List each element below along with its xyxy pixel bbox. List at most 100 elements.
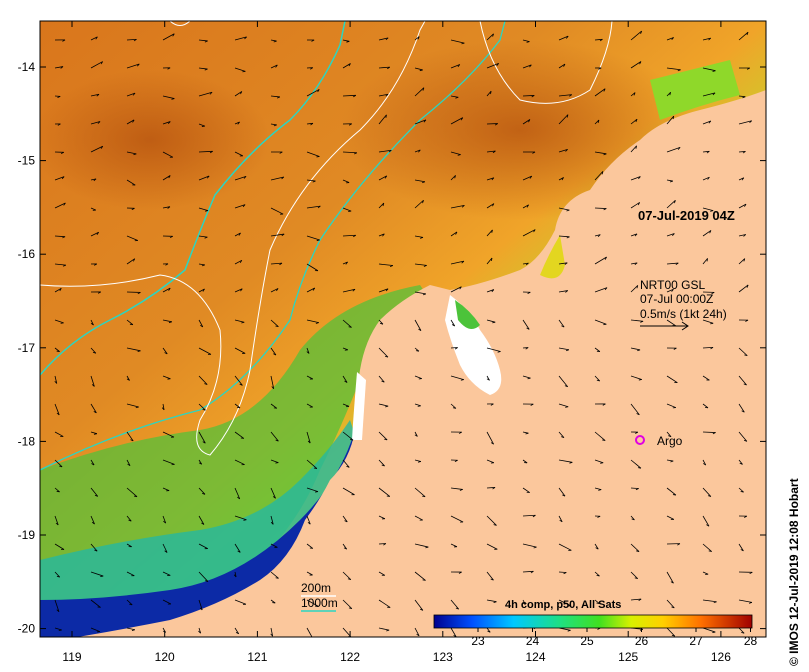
current-arrow	[270, 599, 276, 604]
current-arrow	[594, 207, 607, 211]
current-arrow	[306, 151, 320, 158]
current-arrow	[126, 599, 133, 606]
current-arrow	[486, 459, 495, 464]
current-arrow	[342, 319, 352, 328]
current-arrow	[702, 515, 710, 527]
current-arrow	[558, 571, 567, 575]
current-arrow	[198, 347, 212, 355]
current-arrow	[630, 202, 641, 209]
current-arrow	[630, 118, 638, 125]
current-arrow	[450, 151, 461, 156]
current-arrow	[594, 487, 602, 491]
current-arrow	[234, 459, 245, 466]
current-arrow	[450, 459, 458, 462]
current-arrow	[342, 94, 357, 98]
current-arrow	[450, 431, 462, 434]
current-arrow	[54, 571, 61, 578]
current-arrow	[666, 599, 675, 609]
current-arrow	[378, 263, 394, 268]
current-arrow	[342, 234, 356, 238]
current-arrow	[90, 93, 100, 97]
current-arrow	[378, 233, 385, 237]
current-arrow	[342, 123, 352, 126]
lat-tick-label: -14	[18, 60, 36, 74]
current-arrow	[702, 92, 716, 97]
current-arrow	[234, 627, 240, 635]
current-arrow	[306, 67, 314, 70]
current-arrow	[90, 347, 97, 354]
current-arrow	[594, 67, 602, 70]
current-arrow	[702, 230, 712, 237]
current-arrow	[450, 599, 460, 610]
current-arrow	[54, 263, 67, 267]
current-arrow	[630, 515, 635, 521]
current-arrow	[162, 33, 175, 41]
current-arrow	[342, 63, 351, 69]
current-arrow	[126, 459, 131, 467]
current-arrow	[306, 403, 313, 408]
nearshore-warm	[540, 235, 565, 279]
current-arrow	[666, 431, 672, 438]
current-arrow	[450, 286, 462, 293]
current-arrow	[270, 262, 283, 266]
current-arrow	[450, 375, 464, 381]
lon-tick-label: 121	[247, 650, 267, 664]
current-arrow	[306, 263, 319, 272]
current-arrow	[486, 63, 499, 69]
current-arrow	[162, 543, 168, 553]
current-arrow	[558, 35, 569, 41]
current-arrow	[522, 599, 526, 605]
current-arrow	[126, 92, 136, 97]
current-arrow	[90, 375, 95, 387]
current-arrow	[450, 204, 465, 209]
current-arrow	[630, 233, 638, 237]
current-arrow	[702, 571, 709, 575]
current-arrow	[522, 319, 530, 330]
lat-tick-label: -18	[18, 434, 36, 448]
current-arrow	[90, 571, 104, 577]
current-arrow	[630, 61, 642, 69]
current-arrow	[702, 627, 716, 633]
current-arrow	[270, 123, 277, 127]
current-arrow	[738, 487, 744, 493]
colorbar	[433, 614, 753, 629]
current-arrow	[126, 431, 134, 442]
current-arrow	[594, 234, 601, 237]
current-arrow	[486, 375, 490, 381]
current-arrow	[414, 199, 424, 209]
current-arrow	[414, 431, 418, 437]
current-arrow	[270, 288, 279, 293]
current-arrow	[198, 123, 205, 127]
current-arrow	[414, 403, 421, 407]
current-arrow	[270, 64, 278, 69]
current-arrow	[414, 291, 427, 296]
current-arrow	[522, 204, 529, 209]
current-arrow	[90, 543, 98, 552]
current-arrow	[342, 431, 354, 441]
current-arrow	[522, 459, 528, 464]
current-arrow	[54, 543, 65, 550]
current-arrow	[126, 403, 139, 409]
current-arrow	[90, 431, 97, 435]
current-arrow	[738, 403, 745, 413]
current-arrow	[702, 291, 715, 295]
current-arrow	[234, 36, 247, 41]
current-arrow	[522, 375, 531, 380]
current-arrow	[522, 229, 536, 237]
current-arrow	[630, 459, 642, 469]
current-arrow	[450, 64, 461, 69]
current-arrow	[90, 61, 104, 69]
current-arrow	[270, 319, 279, 328]
colorbar-ticks: 23 24 25 26 27 28	[471, 628, 757, 648]
current-arrow	[666, 627, 676, 637]
current-arrow	[270, 39, 277, 43]
current-arrow	[630, 598, 642, 602]
current-arrow	[270, 347, 277, 356]
current-arrow	[54, 487, 60, 493]
current-arrow	[90, 231, 99, 237]
current-arrow	[702, 375, 710, 381]
current-arrow	[378, 93, 389, 97]
current-scale-arrow	[640, 321, 689, 331]
current-arrow	[666, 543, 681, 546]
current-arrow	[414, 571, 426, 581]
